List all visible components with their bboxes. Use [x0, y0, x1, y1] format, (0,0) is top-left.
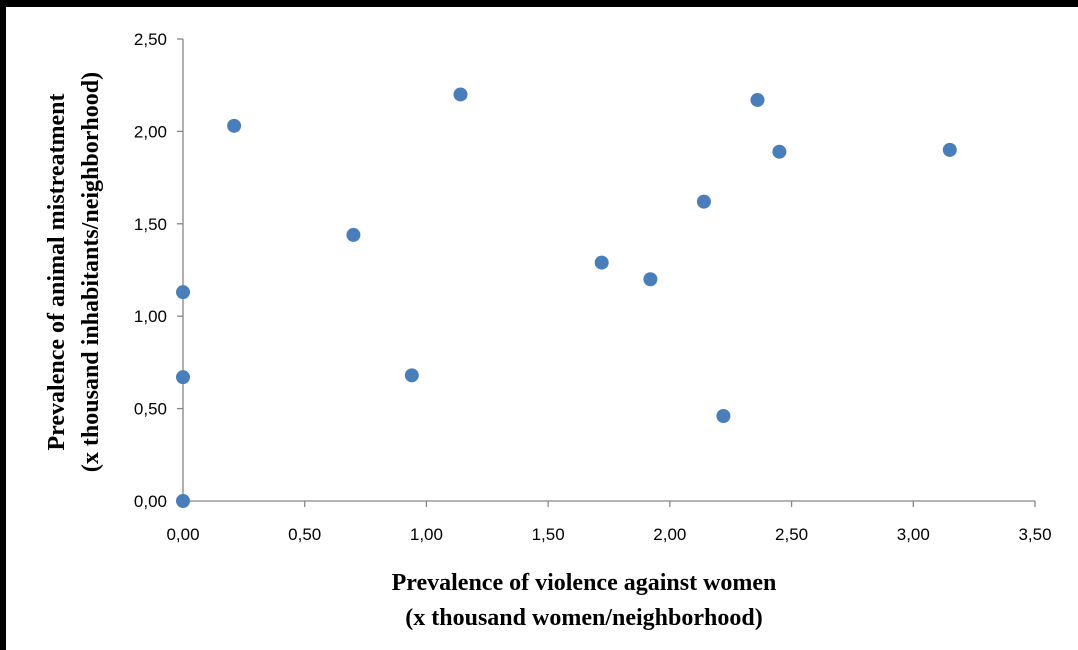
y-tick-label: 2,50 — [134, 30, 167, 49]
x-tick-label: 1,50 — [532, 525, 565, 544]
data-point — [643, 272, 658, 287]
data-point — [453, 87, 468, 102]
x-tick-label: 0,50 — [288, 525, 321, 544]
axes-group — [182, 39, 1035, 502]
data-point — [346, 227, 361, 242]
data-point — [772, 144, 787, 159]
ticks-group: 0,00 0,50 1,00 1,50 2,00 2,50 3,00 3,50 0,00 0,50… — [134, 30, 1052, 544]
y-axis-title-line-1: Prevalence of animal mistreatment — [44, 93, 70, 450]
x-tick-label: 0,00 — [166, 525, 199, 544]
x-tick-label: 1,00 — [410, 525, 443, 544]
data-point — [716, 408, 731, 423]
data-point — [594, 255, 609, 270]
points-group — [176, 87, 957, 508]
data-point — [176, 285, 190, 300]
data-point — [176, 494, 190, 508]
data-point — [750, 92, 765, 107]
x-axis-title-line-2: (x thousand women/neighborhood) — [405, 605, 762, 631]
x-tick-label: 3,00 — [897, 525, 930, 544]
data-point — [942, 142, 957, 157]
data-point — [404, 368, 419, 383]
x-tick-label: 3,50 — [1018, 525, 1051, 544]
data-point — [227, 118, 242, 133]
data-point — [696, 194, 711, 209]
y-tick-label: 0,50 — [134, 400, 167, 419]
x-axis-title-line-1: Prevalence of violence against women — [392, 570, 777, 596]
y-tick-label: 1,50 — [134, 215, 167, 234]
x-tick-label: 2,00 — [653, 525, 686, 544]
y-tick-label: 0,00 — [134, 492, 167, 511]
x-tick-label: 2,50 — [775, 525, 808, 544]
y-tick-label: 2,00 — [134, 122, 167, 141]
y-tick-label: 1,00 — [134, 307, 167, 326]
y-axis-title-line-2: (x thousand inhabitants/neighborhood) — [78, 72, 104, 472]
data-point — [176, 370, 190, 385]
